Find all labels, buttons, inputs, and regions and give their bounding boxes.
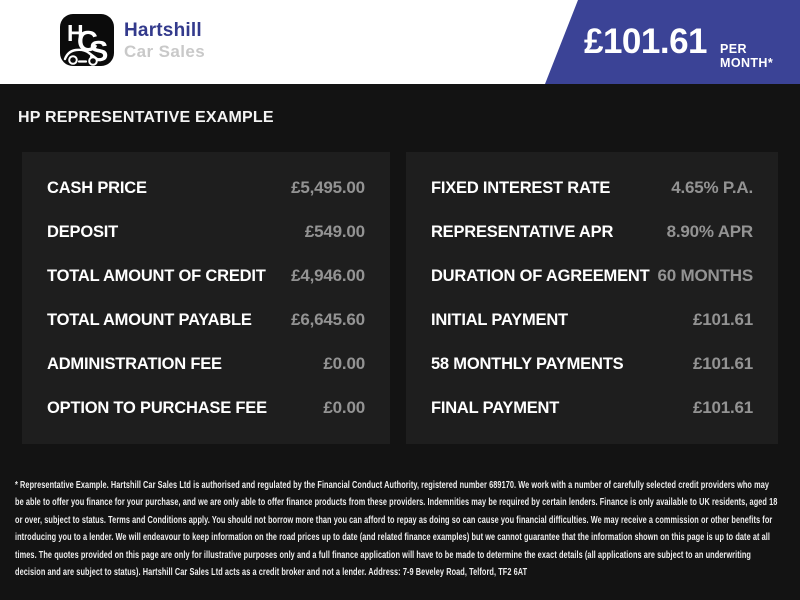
finance-row-label: OPTION TO PURCHASE FEE <box>47 398 267 417</box>
finance-row-total-payable: TOTAL AMOUNT PAYABLE £6,645.60 <box>47 298 365 342</box>
finance-row-final-payment: FINAL PAYMENT £101.61 <box>431 386 753 430</box>
brand-subname: Car Sales <box>124 41 206 61</box>
header-banner: £101.61 PER MONTH* H C S Hartshill Car S… <box>0 0 800 84</box>
price-banner: £101.61 PER MONTH* <box>545 0 800 84</box>
finance-row-representative-apr: REPRESENTATIVE APR 8.90% APR <box>431 210 753 254</box>
footer: * Representative Example. Hartshill Car … <box>0 444 800 581</box>
finance-row-duration: DURATION OF AGREEMENT 60 MONTHS <box>431 254 753 298</box>
finance-example-body: HP REPRESENTATIVE EXAMPLE CASH PRICE £5,… <box>0 84 800 581</box>
finance-row-label: TOTAL AMOUNT PAYABLE <box>47 310 252 329</box>
finance-row-fixed-interest-rate: FIXED INTEREST RATE 4.65% P.A. <box>431 166 753 210</box>
finance-row-label: REPRESENTATIVE APR <box>430 222 614 241</box>
finance-row-value: £5,495.00 <box>291 178 365 197</box>
finance-row-value: £101.61 <box>692 398 753 417</box>
finance-row-value: 4.65% P.A. <box>671 178 753 197</box>
finance-row-value: £0.00 <box>323 354 365 373</box>
finance-row-label: CASH PRICE <box>47 178 147 197</box>
page-title: HP REPRESENTATIVE EXAMPLE <box>18 109 274 126</box>
finance-panel-left: CASH PRICE £5,495.00 DEPOSIT £549.00 TOT… <box>22 152 390 444</box>
dealer-logo: H C S Hartshill Car Sales <box>60 14 205 66</box>
finance-row-label: DEPOSIT <box>47 222 119 241</box>
finance-row-value: £101.61 <box>692 310 753 329</box>
finance-row-value: £4,946.00 <box>291 266 365 285</box>
finance-row-label: FIXED INTEREST RATE <box>430 178 611 197</box>
finance-row-value: 60 MONTHS <box>657 266 754 285</box>
finance-row-monthly-payments: 58 MONTHLY PAYMENTS £101.61 <box>431 342 753 386</box>
finance-row-option-to-purchase-fee: OPTION TO PURCHASE FEE £0.00 <box>47 386 365 430</box>
finance-row-initial-payment: INITIAL PAYMENT £101.61 <box>431 298 753 342</box>
disclaimer-text: * Representative Example. Hartshill Car … <box>15 480 778 579</box>
finance-row-label: INITIAL PAYMENT <box>430 310 568 329</box>
hcs-car-logo-icon: H C S <box>60 14 114 66</box>
finance-row-admin-fee: ADMINISTRATION FEE £0.00 <box>47 342 365 386</box>
finance-row-label: FINAL PAYMENT <box>430 398 560 417</box>
finance-row-cash-price: CASH PRICE £5,495.00 <box>47 166 365 210</box>
finance-row-value: £549.00 <box>304 222 365 241</box>
monthly-price-period: PER MONTH* <box>720 42 774 70</box>
finance-row-label: TOTAL AMOUNT OF CREDIT <box>47 266 266 285</box>
finance-row-label: 58 MONTHLY PAYMENTS <box>430 354 624 373</box>
svg-text:H: H <box>67 20 84 46</box>
finance-row-value: 8.90% APR <box>666 222 754 241</box>
finance-row-value: £101.61 <box>692 354 753 373</box>
price-banner-content: £101.61 PER MONTH* <box>584 0 800 84</box>
brand-name: Hartshill <box>124 19 202 41</box>
finance-row-value: £0.00 <box>323 398 365 417</box>
brand-wordmark: Hartshill Car Sales <box>124 21 205 60</box>
finance-row-total-credit: TOTAL AMOUNT OF CREDIT £4,946.00 <box>47 254 365 298</box>
finance-panel-right: FIXED INTEREST RATE 4.65% P.A. REPRESENT… <box>405 152 778 444</box>
finance-row-value: £6,645.60 <box>291 310 365 329</box>
monthly-price-amount: £101.61 <box>584 22 708 61</box>
finance-row-label: DURATION OF AGREEMENT <box>430 266 650 285</box>
finance-row-label: ADMINISTRATION FEE <box>47 354 222 373</box>
finance-panels: CASH PRICE £5,495.00 DEPOSIT £549.00 TOT… <box>22 152 778 444</box>
finance-row-deposit: DEPOSIT £549.00 <box>47 210 365 254</box>
